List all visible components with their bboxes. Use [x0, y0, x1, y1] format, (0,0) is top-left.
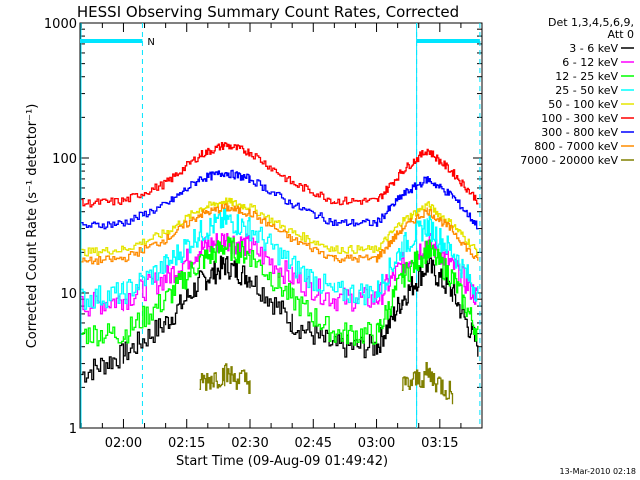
legend-label: 7000 - 20000 keV [520, 154, 618, 167]
series-line [199, 363, 251, 395]
x-tick-label: 02:00 [105, 436, 142, 451]
legend-label: 3 - 6 keV [569, 42, 618, 55]
y-axis-label: Corrected Count Rate (s⁻¹ detector⁻¹) [25, 104, 40, 349]
series-line [81, 236, 479, 347]
footer-timestamp: 13-Mar-2010 02:18 [560, 467, 637, 476]
legend-label: 300 - 800 keV [541, 126, 618, 139]
x-axis: 02:00 02:15 02:30 02:45 03:00 03:15 [80, 23, 483, 451]
series-line [81, 197, 479, 257]
series-line [81, 169, 479, 230]
x-tick-label: 02:45 [295, 436, 332, 451]
plot-frame [79, 22, 483, 429]
chart-title: HESSI Observing Summary Count Rates, Cor… [77, 3, 459, 21]
series-line [81, 207, 479, 310]
x-tick-label: 03:15 [421, 436, 458, 451]
legend-label: 50 - 100 keV [548, 98, 618, 111]
y-tick-label: 10 [60, 287, 77, 302]
series-line [81, 255, 479, 383]
orbit-annotations: N [80, 23, 481, 428]
x-tick-label: 02:30 [231, 436, 268, 451]
y-tick-label: 100 [52, 152, 77, 167]
x-tick-label: 03:00 [358, 436, 395, 451]
y-tick-label: 1000 [44, 17, 77, 32]
x-axis-label: Start Time (09-Aug-09 01:49:42) [176, 454, 388, 469]
legend-header-line-2: Att 0 [608, 28, 634, 41]
legend-label: 800 - 7000 keV [534, 140, 618, 153]
legend-label: 6 - 12 keV [562, 56, 618, 69]
legend-label: 12 - 25 keV [555, 70, 618, 83]
legend-label: 25 - 50 keV [555, 84, 618, 97]
series-line [401, 362, 454, 405]
night-marker-label: N [147, 37, 154, 48]
x-tick-label: 02:15 [168, 436, 205, 451]
data-series [81, 142, 479, 405]
legend-label: 100 - 300 keV [541, 112, 618, 125]
y-tick-label: 1 [69, 422, 77, 437]
series-line [81, 203, 479, 265]
series-line [81, 142, 479, 208]
legend-header-line-1: Det 1,3,4,5,6,9, [548, 16, 634, 29]
